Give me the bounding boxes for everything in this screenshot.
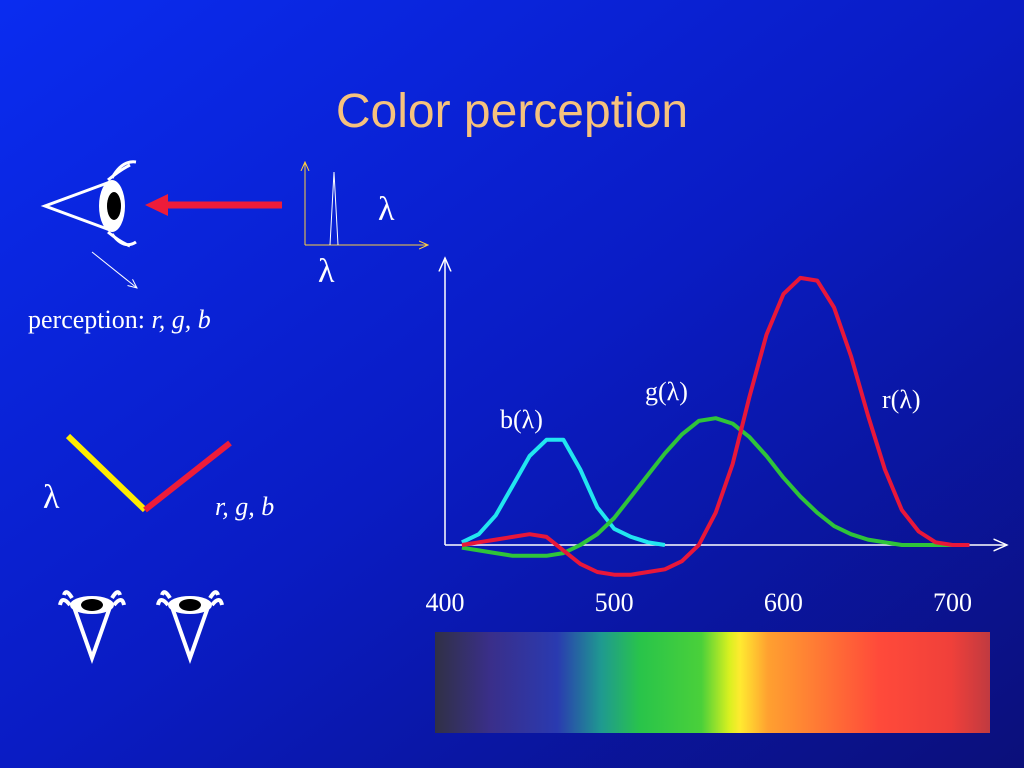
title: Color perception xyxy=(336,85,688,138)
x-tick-label: 600 xyxy=(764,588,803,617)
series-label: g(λ) xyxy=(645,377,688,406)
spectrum-icon xyxy=(305,162,428,245)
map-yellow xyxy=(65,433,148,513)
series-label: r(λ) xyxy=(882,385,921,414)
eyes-icon xyxy=(58,590,224,665)
x-tick-label: 500 xyxy=(595,588,634,617)
x-tick-label: 700 xyxy=(933,588,972,617)
perception-label: perception: r, g, b xyxy=(28,305,211,334)
spectrum-bar xyxy=(435,632,990,733)
lambda-axis: λ xyxy=(318,253,335,290)
curve xyxy=(461,437,666,547)
map-red xyxy=(143,440,232,513)
curve xyxy=(461,275,970,577)
map-input: λ xyxy=(43,479,60,516)
lambda-symbol: λ xyxy=(378,191,395,228)
pointer-arrow xyxy=(91,251,137,288)
light-arrow-head xyxy=(145,194,168,216)
map-output: r, g, b xyxy=(215,492,274,521)
x-tick-label: 400 xyxy=(426,588,465,617)
series-label: b(λ) xyxy=(500,405,543,434)
perception-vars: r, g, b xyxy=(151,305,210,334)
eye-icon xyxy=(40,160,137,248)
perception-text: perception: xyxy=(28,305,145,334)
curve xyxy=(461,416,953,558)
